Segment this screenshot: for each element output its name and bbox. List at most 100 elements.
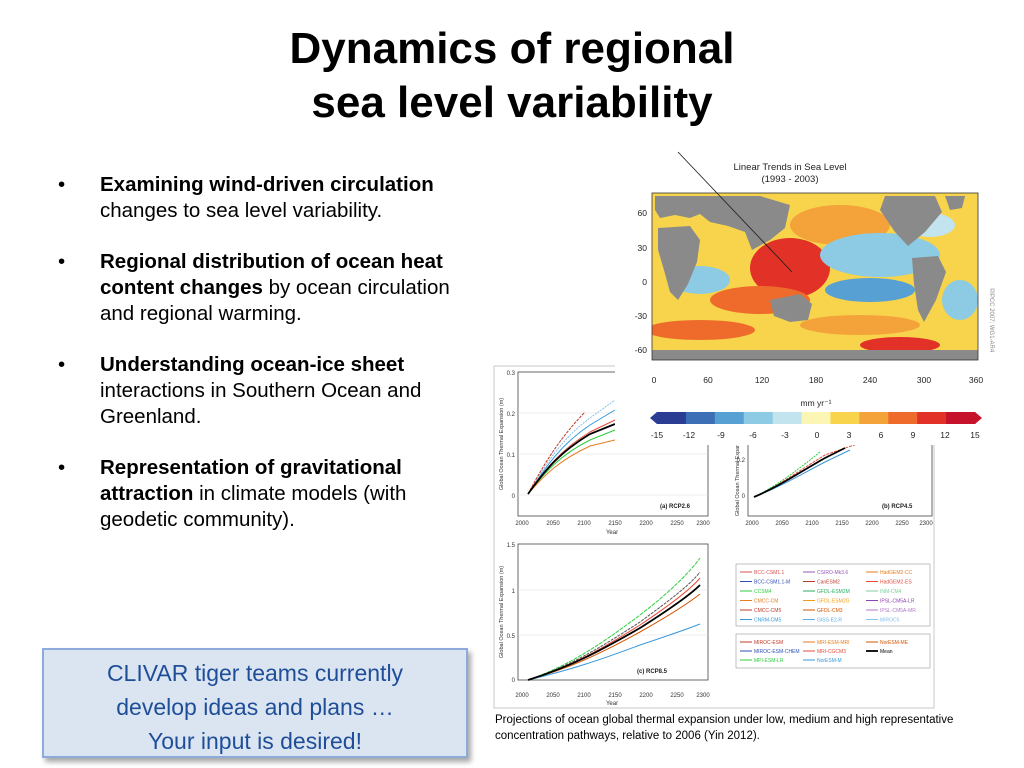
colorbar-segment [917,412,947,424]
lon-tick: 300 [917,375,931,385]
antarctica-land [652,350,978,360]
title-line-2: sea level variability [311,78,713,127]
callout-line-2: develop ideas and plans … [116,694,394,720]
panel-a-label: (a) RCP2.6 [660,504,691,510]
panel-a-ytick: 0 [512,494,516,500]
bullet-dot: • [58,456,66,479]
panel-c-xtick: 2050 [546,693,560,699]
colorbar-tick: -12 [683,430,696,440]
panel-a-xtick: 2000 [515,521,529,527]
bullet-text: in climate models (with geodetic communi… [100,482,407,531]
bullet-list: • Examining wind-driven circulation chang… [58,172,458,558]
panel-c-series [527,557,701,681]
panel-a-series [527,411,586,495]
bullet-bold-text: Examining wind-driven circulation [100,173,434,196]
legend-entry: CNRM-CM5 [754,618,781,624]
panel-b-ylabel: Global Ocean Thermal Expansion (m) [735,424,741,516]
colorbar-tick: -15 [651,430,664,440]
legend-entry: CMCC-CM [754,599,778,605]
colorbar-segment [657,412,687,424]
bullet-item: • Representation of gravitational attract… [58,455,458,533]
panel-b-xtick: 2050 [775,521,789,527]
panel-a-xtick: 2150 [608,521,622,527]
lat-tick: 0 [642,277,647,287]
title-line-1: Dynamics of regional [289,24,735,73]
bullet-item: • Understanding ocean-ice sheet interacti… [58,352,458,430]
panel-c-xtick: 2150 [608,693,622,699]
legend-entry: MRI-ESM-MRI [817,640,850,646]
legend-entry: NorESM-M [817,658,842,664]
lat-tick: -60 [635,345,648,355]
legend-entry: HadGEM2-ES [880,580,912,586]
panel-a-series [527,399,616,495]
colorbar-low-arrow [650,412,657,424]
warm-patch [750,238,830,298]
legend-entry: MIROC-ESM [754,640,783,646]
lon-tick: 120 [755,375,769,385]
panel-a-xtick: 2250 [670,521,684,527]
panel-b-xtick: 2000 [745,521,759,527]
south-america-land [912,256,946,322]
panel-b-xtick: 2200 [865,521,879,527]
bullet-item: • Examining wind-driven circulation chang… [58,172,458,224]
legend-entry: Mean [880,649,893,655]
colorbar-segment [743,412,774,424]
colorbar-tick: 12 [940,430,950,440]
bullet-item: • Regional distribution of ocean heat con… [58,249,458,327]
map-frame [651,192,979,361]
map-title-line-2: (1993 - 2003) [761,174,818,185]
panel-b-ytick: 0 [742,494,746,500]
panel-b-xtick: 2300 [919,521,933,527]
legend-entry: INM-CM4 [880,589,902,595]
legend-box-2: MIROC-ESM MRI-ESM-MRI NorESM-ME MIROC-ESM-C… [735,633,931,669]
panel-a-mean [527,423,616,495]
map-credit: ©IPCC 2007: WG1-AR4 [988,288,995,353]
panel-a-ytick: 0.2 [507,412,516,418]
africa-land [658,226,700,300]
colorbar-segment [801,412,831,424]
bullet-text: interactions in Southern Ocean and Green… [100,379,422,428]
lon-tick: 360 [969,375,983,385]
panel-c-series [527,593,701,681]
colorbar-tick: 9 [911,430,916,440]
legend-2-frame [735,633,931,669]
panel-a-ylabel: Global Ocean Thermal Expansion (m) [499,398,505,490]
legend-entry: BCC-CSM1.1-M [754,580,790,586]
lat-tick: 30 [638,243,648,253]
bullet-dot: • [58,353,66,376]
colorbar-segment [772,412,803,424]
legend-entry: MRI-CGCM3 [817,649,846,655]
panel-a-xtick: 2100 [577,521,591,527]
colorbar-segment [685,412,716,424]
legend-entry: MPI-ESM-LR [754,658,784,664]
colorbar-high-arrow [975,412,982,424]
panel-c-xtick: 2000 [515,693,529,699]
colorbar-segment [888,412,918,424]
lon-tick: 240 [863,375,877,385]
warm-patch [860,337,940,353]
lon-tick: 60 [703,375,713,385]
legend-entry: CCSM4 [754,589,772,595]
colorbar [650,412,982,424]
legend-1-items: BCC-CSM1.1 CSIRO-Mk3.6 HadGEM2-CC BCC-CSM1.… [740,570,916,624]
panel-a-xtick: 2050 [546,521,560,527]
bullet-bold-text: Understanding ocean-ice sheet [100,353,405,376]
europe-land [655,196,700,218]
colorbar-tick: -6 [749,430,757,440]
panel-c-series [527,623,701,681]
panel-b-mean [753,447,846,498]
legend-entry: IPSL-CM5A-LR [880,599,915,605]
bullet-dot: • [58,173,66,196]
panel-a-xtick: 2300 [696,521,710,527]
panel-c-mean [527,584,701,681]
colorbar-segment [830,412,860,424]
colorbar-unit: mm yr⁻¹ [801,398,832,408]
bullet-bold-text: Regional distribution of ocean heat cont… [100,250,443,299]
lat-tick: 60 [638,208,648,218]
legend-2-items: MIROC-ESM MRI-ESM-MRI NorESM-ME MIROC-ESM-C… [740,640,909,664]
cool-patch [942,280,978,320]
bullet-dot: • [58,250,66,273]
panel-b-label: (b) RCP4.5 [882,504,913,510]
panel-rcp45: 0.2 0 Global Ocean Thermal Expansion (m)… [735,424,933,527]
annotation-arrow [677,151,793,273]
